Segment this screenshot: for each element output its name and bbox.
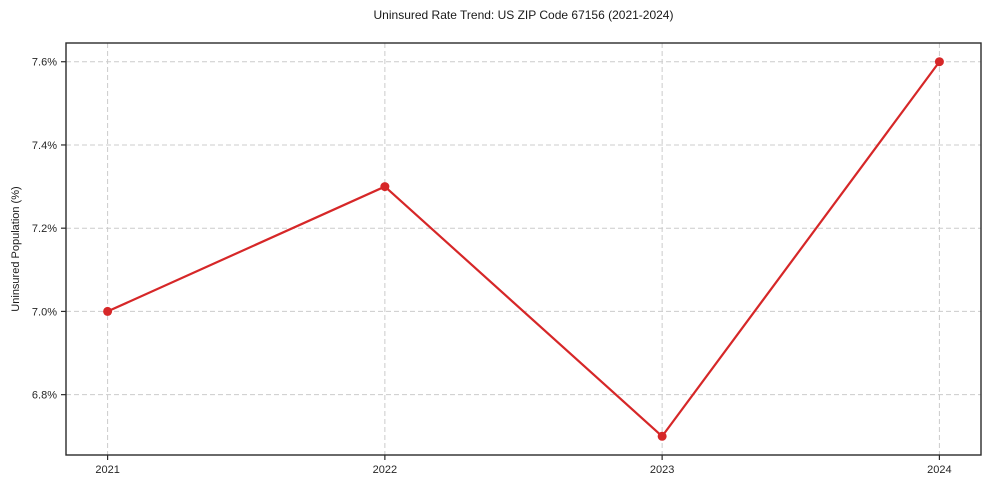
x-tick-label: 2024: [927, 464, 951, 476]
plot-border: [65, 42, 982, 456]
x-tick-label: 2022: [373, 464, 397, 476]
x-tick-label: 2023: [650, 464, 674, 476]
y-tick-label: 7.4%: [32, 140, 57, 152]
data-point-marker: [380, 182, 390, 192]
data-point-marker: [103, 306, 113, 316]
data-point-marker: [657, 431, 667, 441]
chart-title: Uninsured Rate Trend: US ZIP Code 67156 …: [373, 8, 674, 22]
y-tick-label: 6.8%: [32, 390, 57, 402]
data-point-marker: [934, 57, 944, 67]
y-tick-label: 7.0%: [32, 306, 57, 318]
y-tick-label: 7.2%: [32, 223, 57, 235]
x-tick-label: 2021: [95, 464, 119, 476]
trend-line: [106, 60, 941, 438]
y-axis-label: Uninsured Population (%): [10, 186, 22, 312]
y-tick-label: 7.6%: [32, 57, 57, 69]
